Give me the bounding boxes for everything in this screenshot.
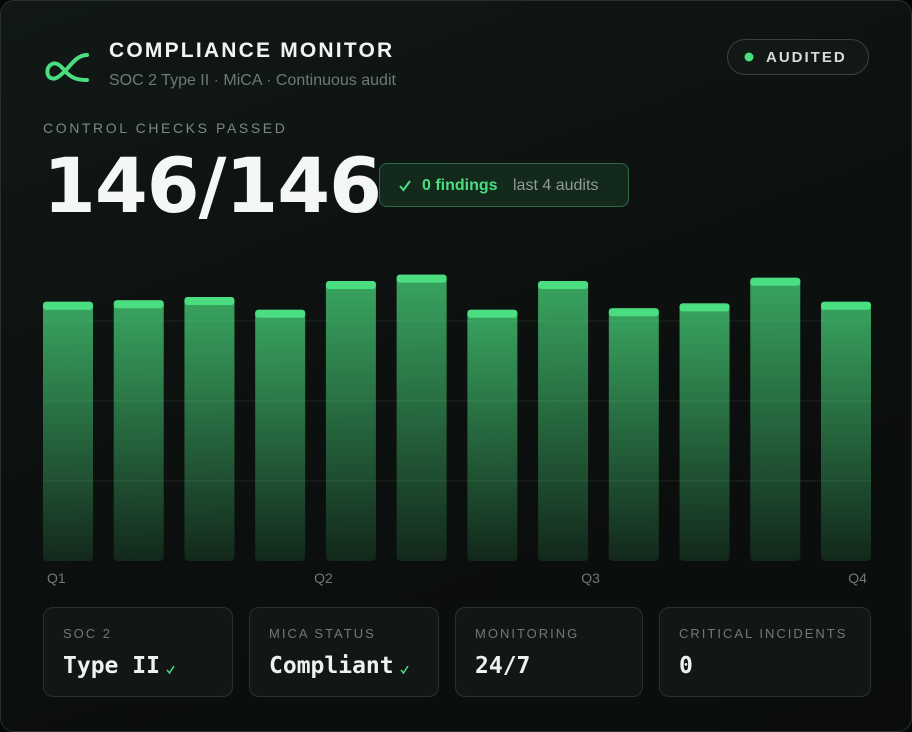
stat-value-row: Type II xyxy=(63,653,175,679)
bar-cap xyxy=(113,300,164,309)
stat-value: Compliant xyxy=(269,653,394,679)
stat-value: 24/7 xyxy=(475,653,531,679)
stat-card: CRITICAL INCIDENTS 0 xyxy=(659,607,871,697)
bar-cap xyxy=(467,309,518,318)
bar-body xyxy=(43,301,93,561)
bar-cap xyxy=(325,281,376,289)
stat-value: Type II xyxy=(63,653,160,679)
x-label: Q1 xyxy=(47,570,66,586)
stat-value-row: 0 xyxy=(679,653,693,679)
bar xyxy=(43,301,93,561)
x-label: Q4 xyxy=(848,570,867,586)
findings: 0 findings xyxy=(422,177,498,194)
stat-label: SOC 2 xyxy=(63,626,113,641)
bar xyxy=(538,281,589,561)
bar-body xyxy=(325,281,376,561)
x-labels: Q1 Q2 Q3 Q4 xyxy=(47,570,867,586)
findings-pill: 0 findings last 4 audits xyxy=(379,163,629,207)
stat-value-row: Compliant xyxy=(269,653,409,679)
stat-label: MICA STATUS xyxy=(269,626,376,641)
bar-body xyxy=(184,297,235,561)
x-label: Q3 xyxy=(581,570,600,586)
bar-cap xyxy=(255,309,306,318)
bar-cap xyxy=(538,281,589,289)
check-icon xyxy=(400,665,409,674)
check-icon xyxy=(399,180,411,192)
bar xyxy=(113,300,164,561)
bar-cap xyxy=(43,301,93,310)
status-badge: AUDITED xyxy=(727,39,869,75)
bar-body xyxy=(467,309,518,561)
badge-text: AUDITED xyxy=(766,49,847,66)
bar xyxy=(821,301,871,561)
kpi-value: 146/146 xyxy=(43,141,382,230)
check-stroke xyxy=(166,665,175,674)
bar xyxy=(679,303,730,561)
bar-body xyxy=(538,281,589,561)
bar-body xyxy=(679,303,730,561)
stat-card: MICA STATUS Compliant xyxy=(249,607,439,697)
bar xyxy=(184,297,235,561)
logo xyxy=(45,53,89,82)
stat-label: MONITORING xyxy=(475,626,580,641)
stat-card: MONITORING 24/7 xyxy=(455,607,643,697)
subtitle: SOC 2 Type II · MiCA · Continuous audit xyxy=(109,72,396,89)
x-label: Q2 xyxy=(314,570,333,586)
bar-cap xyxy=(396,274,447,283)
findings-note: last 4 audits xyxy=(513,177,599,194)
bar-body xyxy=(821,301,871,561)
check-icon xyxy=(166,665,175,674)
bar xyxy=(608,308,659,561)
bar xyxy=(750,277,801,561)
bar-body xyxy=(396,274,447,561)
bar-body xyxy=(255,309,306,561)
stat-label: CRITICAL INCIDENTS xyxy=(679,626,848,641)
title: COMPLIANCE MONITOR xyxy=(109,39,395,62)
bar-body xyxy=(113,300,164,561)
stat-value: 0 xyxy=(679,653,693,679)
stat-card: SOC 2 Type II xyxy=(43,607,233,697)
bar-body xyxy=(750,277,801,561)
chart xyxy=(43,274,871,561)
bar-cap xyxy=(184,297,235,305)
bar-cap xyxy=(821,301,871,310)
bar-cap xyxy=(608,308,659,317)
stat-value-row: 24/7 xyxy=(475,653,530,679)
check-stroke xyxy=(400,665,409,674)
status-dot xyxy=(744,52,754,62)
bar-body xyxy=(608,308,659,561)
bar-cap xyxy=(679,303,730,312)
bar xyxy=(396,274,447,561)
kpi-label: CONTROL CHECKS PASSED xyxy=(43,120,288,136)
bar xyxy=(467,309,518,561)
bar xyxy=(255,309,306,561)
bar xyxy=(325,281,376,561)
bar-cap xyxy=(750,277,801,286)
